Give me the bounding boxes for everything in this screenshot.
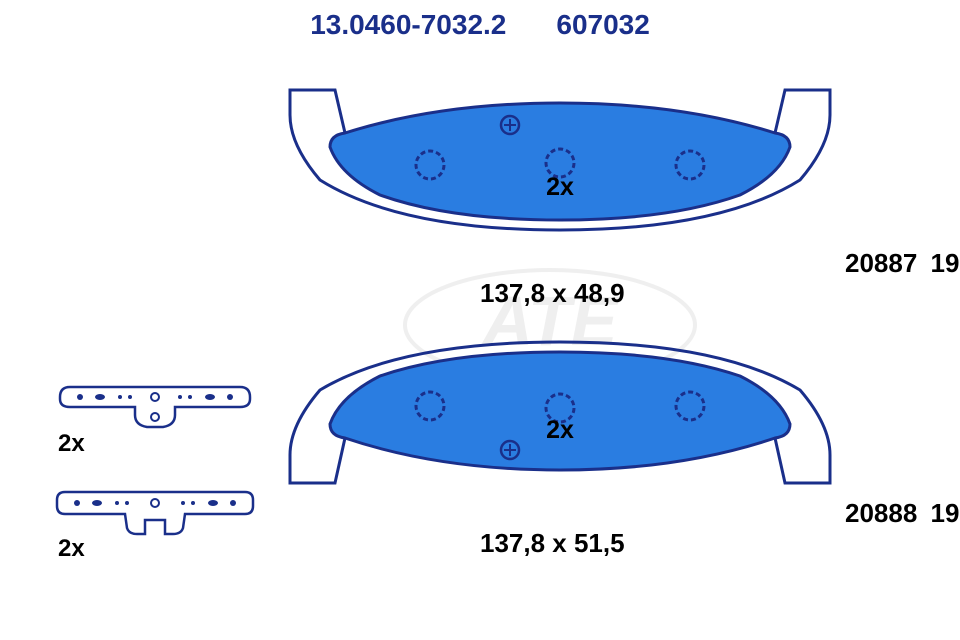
pad-top-wva: 20887 [845, 248, 917, 278]
brake-pad-bottom-svg: 2x [280, 330, 840, 490]
brake-pad-top-svg: 2x [280, 85, 840, 235]
pad-bottom-qty-inner: 2x [546, 416, 574, 444]
hardware-top-qty: 2x [58, 430, 85, 458]
diagram-area: ATE 2x 137,8 x 48,9 20887 19,7 [0, 50, 960, 640]
pad-top-wva-thickness: 20887 19,7 [845, 248, 960, 279]
brake-pad-bottom: 2x [280, 330, 840, 495]
pad-bottom-thickness: 19,7 [931, 498, 960, 528]
hardware-top-svg [35, 375, 255, 435]
hardware-bottom-qty: 2x [58, 535, 85, 563]
part-number-primary: 13.0460-7032.2 [310, 9, 506, 41]
hardware-bottom-svg [35, 480, 255, 540]
pad-top-thickness: 19,7 [931, 248, 960, 278]
pad-top-dimensions: 137,8 x 48,9 [480, 278, 625, 309]
pad-top-qty-inner: 2x [546, 173, 574, 201]
pad-bottom-dimensions: 137,8 x 51,5 [480, 528, 625, 559]
pad-bottom-wva-thickness: 20888 19,7 [845, 498, 960, 529]
part-number-secondary: 607032 [556, 9, 649, 41]
pad-bottom-wva: 20888 [845, 498, 917, 528]
header-bar: 13.0460-7032.2 607032 [0, 0, 960, 50]
brake-pad-top: 2x [280, 85, 840, 240]
